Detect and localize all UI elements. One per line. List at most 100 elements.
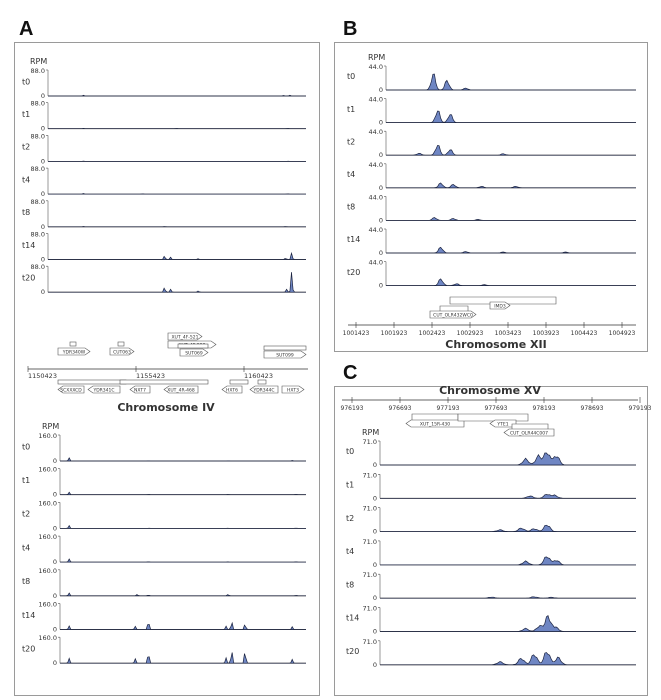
chrom-xv-tick-label: 977693: [485, 405, 508, 412]
track-label: t8: [22, 208, 30, 217]
gene-box: [167, 332, 203, 341]
y-max-label: 44.0: [369, 193, 383, 201]
chrom-xv-tick-label: 976193: [341, 405, 364, 412]
track-label: t1: [347, 105, 355, 114]
track-label: t0: [22, 442, 30, 451]
gene-label: HXT6: [226, 388, 238, 394]
y-min-label: 0: [41, 92, 45, 100]
track-A-bottom-t8: t8 160.0 0: [22, 567, 306, 600]
y-min-label: 0: [373, 561, 377, 569]
signal-area-t1: [60, 491, 306, 496]
y-min-label: 0: [379, 184, 383, 192]
signal-area-t4: [380, 556, 636, 566]
chrom-xv-tick-label: 978693: [581, 405, 604, 412]
track-label: t8: [346, 580, 354, 589]
track-label: t8: [22, 577, 30, 586]
y-max-label: 71.0: [363, 505, 377, 513]
gene-scxxxcd: SCXXXCD: [57, 385, 85, 394]
y-max-label: 71.0: [363, 538, 377, 546]
gene-box: [87, 385, 121, 394]
gene-xut-4f-521: XUT_4F-521: [167, 332, 203, 341]
track-label: t2: [346, 514, 354, 523]
track-B-t1: t1 44.0 0: [347, 96, 636, 127]
signal-area-t20: [386, 278, 636, 286]
y-min-label: 0: [379, 119, 383, 127]
track-label: t2: [22, 143, 30, 152]
y-max-label: 71.0: [363, 438, 377, 446]
signal-area-t1: [380, 494, 636, 499]
signal-area-t2: [386, 145, 636, 156]
gene-label: YDR340W: [62, 350, 86, 356]
y-max-label: 160.0: [38, 466, 57, 474]
y-max-label: 44.0: [369, 128, 383, 136]
chrom-tick-label: 1160423: [244, 372, 273, 380]
gene-bar-c: [119, 379, 209, 385]
chrom-xii-tick-label: 1001923: [381, 330, 408, 337]
signal-area-t0: [48, 94, 306, 97]
track-A-bottom-t4: t4 160.0 0: [22, 533, 306, 566]
y-min-label: 0: [379, 282, 383, 290]
track-A-top-t14: t14 88.0 0: [22, 231, 306, 264]
track-label: t0: [22, 77, 30, 86]
y-max-label: 44.0: [369, 226, 383, 234]
chrom-xii-tick-label: 1003423: [495, 330, 522, 337]
rpm-label: RPM: [30, 57, 47, 66]
gene-cut-olr432wc0: CUT_OLR432WC0: [429, 310, 477, 319]
signal-area-t20: [48, 272, 306, 293]
gene-cut063: CUT063: [109, 347, 135, 356]
track-C-t0: t0 71.0 0: [346, 438, 636, 469]
signal-area-t4: [386, 182, 636, 189]
y-min-label: 0: [41, 223, 45, 231]
y-min-label: 0: [53, 558, 57, 566]
track-A-bottom-t2: t2 160.0 0: [22, 499, 306, 532]
y-max-label: 88.0: [31, 67, 45, 75]
signal-area-t20: [60, 652, 306, 664]
track-A-top-t20: t20 88.0 0: [22, 263, 306, 296]
gene-small-2: [117, 341, 125, 347]
track-label: t8: [347, 203, 355, 212]
gene-box: [489, 301, 511, 310]
gene-label: XUT_4F-521: [171, 335, 198, 341]
y-max-label: 160.0: [38, 601, 57, 609]
track-label: t14: [347, 235, 360, 244]
signal-area-t1: [386, 110, 636, 123]
signal-area-t0: [60, 457, 306, 462]
y-max-label: 88.0: [31, 165, 45, 173]
y-max-label: 88.0: [31, 198, 45, 206]
gene-box: [449, 296, 557, 305]
gene-ydr340w: YDR340W: [57, 347, 91, 356]
chrom-xii-tick-label: 1004423: [571, 330, 598, 337]
rpm-label: RPM: [362, 428, 379, 437]
signal-area-t14: [60, 621, 306, 630]
signal-area-t8: [386, 217, 636, 221]
gene-label: HXT3: [287, 388, 299, 394]
y-min-label: 0: [53, 592, 57, 600]
y-min-label: 0: [41, 256, 45, 264]
gene-label: CUT_OLR432WC0: [433, 313, 473, 319]
y-min-label: 0: [41, 157, 45, 165]
track-label: t2: [347, 137, 355, 146]
gene-label: YDR344C: [252, 388, 274, 394]
gene-box: [179, 348, 209, 357]
chrom-xii-tick-label: 1002423: [419, 330, 446, 337]
chrom-tick-label: 1155423: [136, 372, 165, 380]
y-min-label: 0: [53, 457, 57, 465]
gene-bar-d: [229, 379, 249, 385]
chromosome-xii-title: Chromosome XII: [445, 338, 546, 351]
track-B-t0: t0 44.0 0: [347, 63, 636, 94]
y-min-label: 0: [53, 524, 57, 532]
y-min-label: 0: [379, 151, 383, 159]
track-label: t2: [22, 510, 30, 519]
gene-label: CUT_OLR44C007: [510, 431, 548, 437]
y-min-label: 0: [41, 288, 45, 296]
y-max-label: 71.0: [363, 605, 377, 613]
chrom-xii-tick-label: 1004923: [609, 330, 636, 337]
chrom-xv-tick-label: 978193: [533, 405, 556, 412]
gene-box: [163, 385, 199, 394]
y-max-label: 160.0: [38, 634, 57, 642]
chrom-xii-tick-label: 1001423: [343, 330, 370, 337]
gene-label: IMD3: [494, 304, 506, 310]
